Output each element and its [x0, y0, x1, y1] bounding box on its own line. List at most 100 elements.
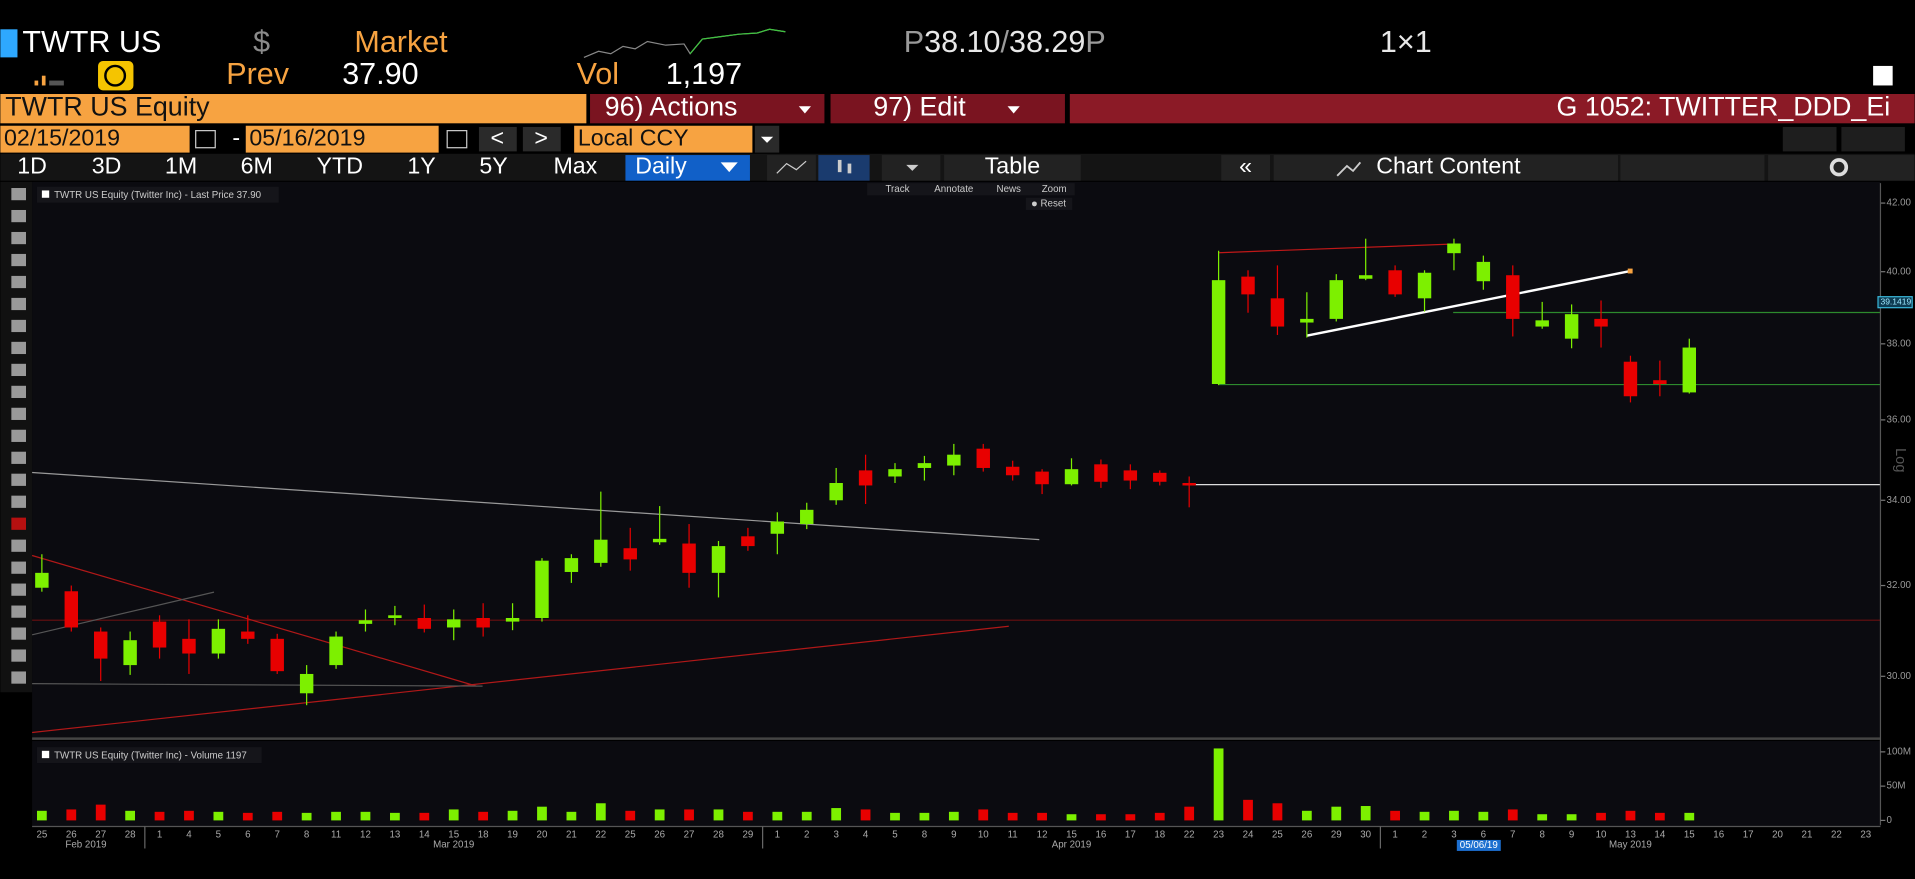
chart-content-button[interactable] [1273, 155, 1618, 181]
edit-button[interactable] [830, 94, 1065, 124]
month-label: May 2019 [1609, 839, 1652, 850]
tool-icon[interactable] [11, 605, 27, 618]
y-tick-label: 34.00 [1887, 495, 1912, 506]
x-tick-label: 6 [1481, 830, 1486, 841]
tool-icon[interactable] [11, 407, 27, 420]
line-chart-button[interactable] [767, 155, 816, 181]
candle-body [64, 591, 79, 628]
candle-body [1447, 243, 1461, 254]
collapse-label: « [1239, 152, 1252, 178]
x-tick-label: 30 [1360, 830, 1371, 841]
x-tick-label: 5 [892, 830, 898, 841]
end-date-field[interactable] [245, 125, 439, 153]
undo-button[interactable] [1782, 126, 1837, 152]
volume-bar [1243, 799, 1253, 821]
tool-icon[interactable] [11, 649, 27, 662]
tool[interactable]: Zoom [1042, 184, 1067, 195]
collapse-button[interactable] [1221, 155, 1271, 181]
tool[interactable]: Track [885, 184, 909, 195]
trend-line [32, 471, 1040, 541]
tool-icon[interactable] [11, 341, 27, 355]
tool-icon[interactable] [11, 539, 27, 552]
tab[interactable]: 6M [241, 152, 273, 178]
tool-icon[interactable] [11, 231, 27, 245]
x-tick-label: 8 [922, 830, 927, 841]
edit-chart-button[interactable] [1620, 155, 1765, 181]
candle-body [93, 631, 108, 659]
tool-icon[interactable] [11, 517, 27, 530]
calendar-icon[interactable] [446, 130, 468, 149]
volume-legend: TWTR US Equity (Twitter Inc) - Volume 11… [54, 750, 247, 761]
reset-button[interactable] [1025, 197, 1073, 210]
tool-icon[interactable] [11, 209, 27, 223]
candle-body [123, 640, 137, 666]
scale-label: Log [1892, 448, 1908, 472]
tool-icon[interactable] [11, 319, 27, 333]
export-icon[interactable] [1873, 65, 1893, 86]
currency-field[interactable] [574, 125, 753, 153]
actions-button[interactable] [590, 94, 825, 124]
candle-body [1300, 318, 1314, 323]
x-tick-label: 21 [1802, 830, 1813, 841]
reset-icon [1031, 201, 1037, 207]
tool-icon[interactable] [11, 297, 27, 311]
tab[interactable]: 3D [92, 152, 122, 178]
table-button[interactable] [944, 155, 1081, 181]
legend: TWTR US Equity (Twitter Inc) - Last Pric… [54, 190, 262, 201]
tab[interactable]: YTD [317, 152, 363, 178]
candle-body [476, 617, 490, 628]
x-tick-label: 17 [1743, 830, 1754, 841]
x-tick-label: 11 [1008, 830, 1018, 841]
tab[interactable]: 1Y [407, 152, 435, 178]
tool[interactable]: News [997, 184, 1022, 195]
tool-icon[interactable] [11, 253, 27, 267]
date-dash: - [232, 124, 240, 150]
vol-label: Vol [577, 57, 619, 91]
separator: / [1001, 25, 1010, 59]
calendar-icon[interactable] [195, 130, 216, 149]
candle-chart-button[interactable] [818, 155, 870, 181]
volume-bar [1331, 806, 1342, 821]
tab[interactable]: 1D [17, 152, 47, 178]
tab[interactable]: Max [553, 152, 597, 178]
tool-icon[interactable] [11, 583, 27, 596]
tool[interactable]: Annotate [934, 184, 973, 195]
x-tick-label: 18 [478, 830, 489, 841]
volume-bar [419, 812, 430, 821]
volume-bar [1096, 814, 1106, 821]
trend-line [31, 554, 477, 687]
tab[interactable]: 5Y [479, 152, 507, 178]
redo-button[interactable] [1841, 126, 1905, 152]
tool-icon[interactable] [11, 275, 27, 289]
tool-icon[interactable] [11, 451, 27, 464]
tab[interactable]: 1M [165, 152, 197, 178]
x-tick-label: 4 [863, 830, 869, 841]
tool-icon[interactable] [11, 385, 27, 398]
tool-icon[interactable] [11, 363, 27, 377]
tool-icon[interactable] [11, 627, 27, 640]
next-button[interactable] [522, 126, 561, 152]
handle[interactable] [1627, 268, 1633, 274]
x-tick-label: 2 [1422, 830, 1427, 841]
prev-button[interactable] [478, 126, 517, 152]
tool-icon[interactable] [11, 188, 27, 201]
x-tick-label: 15 [1066, 830, 1077, 841]
x-tick-label: 1 [1392, 830, 1397, 841]
prev-arrow: < [490, 124, 504, 150]
security-bar [0, 94, 587, 124]
tool-icon[interactable] [11, 671, 27, 684]
start-date-field[interactable] [0, 125, 190, 153]
tool-icon[interactable] [11, 561, 27, 574]
tool-icon[interactable] [11, 473, 27, 486]
x-tick-label: 27 [95, 830, 106, 841]
volume-bar [360, 811, 371, 821]
candle-body [447, 619, 461, 628]
x-tick-label: 18 [1154, 830, 1165, 841]
tool-icon[interactable] [11, 495, 27, 508]
volume-bar [1684, 812, 1695, 821]
candle-body [947, 454, 961, 466]
tool-icon[interactable] [11, 429, 27, 442]
caret [1007, 106, 1020, 114]
candle-body [741, 536, 755, 547]
alert-icon[interactable] [98, 61, 134, 91]
